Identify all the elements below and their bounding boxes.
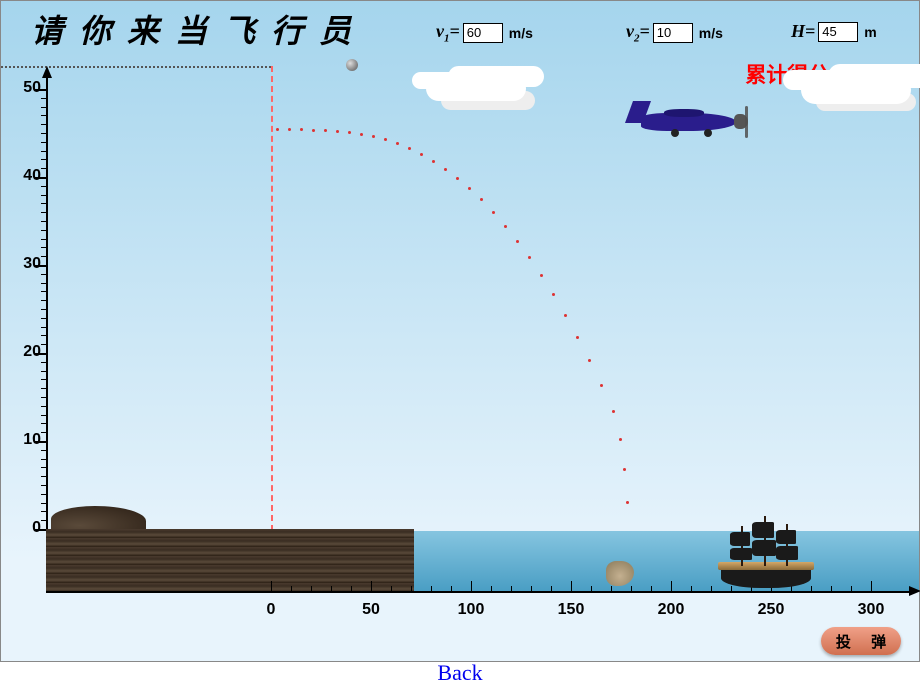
trajectory-dot xyxy=(540,274,543,277)
x-tick-mark xyxy=(271,581,272,593)
trajectory-dot xyxy=(492,211,495,214)
v1-label: v1= xyxy=(436,21,460,45)
y-tick-label: 0 xyxy=(11,519,41,537)
trajectory-dot xyxy=(623,468,626,471)
input-v1-group: v1= m/s xyxy=(436,21,533,45)
v1-unit: m/s xyxy=(509,25,533,41)
trajectory-dot xyxy=(276,128,279,131)
simulation-plot: 01020304050 050100150200250300 xyxy=(1,56,920,601)
trajectory-dot xyxy=(456,177,459,180)
input-v2-group: v2= m/s xyxy=(626,21,723,45)
trajectory-dot xyxy=(312,129,315,132)
h-unit: m xyxy=(864,24,876,40)
y-tick-mark xyxy=(34,353,48,355)
trajectory-dot xyxy=(600,384,603,387)
x-tick-label: 150 xyxy=(558,601,585,619)
back-link[interactable]: Back xyxy=(0,660,920,686)
trajectory-dot xyxy=(420,153,423,156)
y-tick-label: 50 xyxy=(11,79,41,97)
x-tick-mark xyxy=(671,581,672,593)
x-tick-mark xyxy=(871,581,872,593)
trajectory-dot xyxy=(444,168,447,171)
trajectory-dot xyxy=(619,438,622,441)
y-axis-arrow-icon xyxy=(42,66,52,78)
v2-label: v2= xyxy=(626,21,650,45)
trajectory-dot xyxy=(300,128,303,131)
x-tick-mark xyxy=(471,581,472,593)
x-axis-arrow-icon xyxy=(909,586,920,596)
ship-icon xyxy=(716,508,816,588)
trajectory-dot xyxy=(504,225,507,228)
trajectory-dot xyxy=(384,138,387,141)
v1-input[interactable] xyxy=(463,23,503,43)
v2-input[interactable] xyxy=(653,23,693,43)
trajectory-dot xyxy=(396,142,399,145)
ground-area xyxy=(46,529,414,591)
trajectory-dot xyxy=(336,130,339,133)
trajectory-dot xyxy=(324,129,327,132)
x-tick-mark xyxy=(371,581,372,593)
trajectory-dot xyxy=(612,410,615,413)
x-tick-label: 250 xyxy=(758,601,785,619)
v2-unit: m/s xyxy=(699,25,723,41)
trajectory-dot xyxy=(408,147,411,150)
trajectory-dot xyxy=(468,187,471,190)
trajectory-dot xyxy=(564,314,567,317)
x-tick-label: 0 xyxy=(267,601,276,619)
x-tick-label: 100 xyxy=(458,601,485,619)
x-tick-label: 300 xyxy=(858,601,885,619)
input-h-group: H= m xyxy=(791,21,877,42)
x-tick-mark xyxy=(571,581,572,593)
trajectory-dot xyxy=(432,160,435,163)
h-input[interactable] xyxy=(818,22,858,42)
y-tick-mark xyxy=(34,177,48,179)
trajectory-dot xyxy=(288,128,291,131)
trajectory-dot xyxy=(372,135,375,138)
y-tick-mark xyxy=(34,265,48,267)
y-tick-label: 40 xyxy=(11,167,41,185)
y-tick-label: 20 xyxy=(11,343,41,361)
x-axis xyxy=(46,591,916,593)
trajectory-dot xyxy=(360,133,363,136)
drop-guide-line xyxy=(271,66,273,531)
y-tick-mark xyxy=(34,441,48,443)
y-tick-mark xyxy=(34,89,48,91)
trajectory-dot xyxy=(528,256,531,259)
y-tick-label: 10 xyxy=(11,431,41,449)
trajectory-dot xyxy=(576,336,579,339)
trajectory-dot xyxy=(516,240,519,243)
h-label: H= xyxy=(791,21,815,42)
drop-bomb-button[interactable]: 投 弹 xyxy=(821,627,901,655)
trajectory-dot xyxy=(348,131,351,134)
bomb-icon xyxy=(346,59,358,71)
x-tick-label: 50 xyxy=(362,601,380,619)
trajectory-dot xyxy=(480,198,483,201)
x-tick-label: 200 xyxy=(658,601,685,619)
y-tick-label: 30 xyxy=(11,255,41,273)
trajectory-dot xyxy=(588,359,591,362)
sea-area xyxy=(414,531,919,591)
trajectory-dot xyxy=(552,293,555,296)
trajectory-dot xyxy=(626,501,629,504)
page-title: 请 你 来 当 飞 行 员 xyxy=(31,6,355,52)
